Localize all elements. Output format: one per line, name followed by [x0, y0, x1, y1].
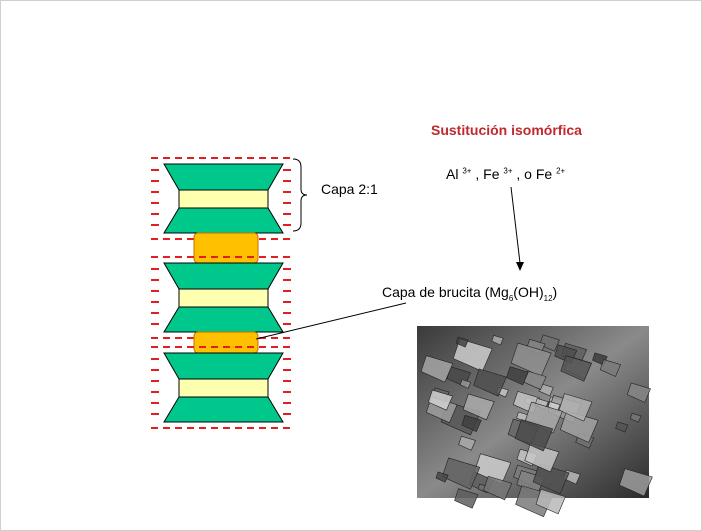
pointer-line — [256, 303, 406, 339]
slide: Sustitución isomórfica Al 3+ , Fe 3+ , o… — [0, 0, 702, 531]
ion: , o Fe — [516, 166, 552, 182]
tetrahedral-sheet — [164, 307, 283, 332]
brucite-label: Capa de brucita (Mg6(OH)12) — [382, 284, 557, 303]
arrow-head — [516, 262, 524, 271]
text: Capa de brucita (Mg — [382, 284, 509, 300]
brace — [293, 159, 307, 231]
brucite-layer — [194, 332, 258, 353]
ion: , Fe — [475, 166, 499, 182]
octahedral-sheet — [179, 190, 268, 208]
tetrahedral-sheet — [164, 263, 283, 289]
charge: 3+ — [462, 166, 471, 175]
tetrahedral-sheet — [164, 164, 283, 190]
diagram — [1, 1, 701, 530]
charge: 3+ — [503, 166, 512, 175]
octahedral-sheet — [179, 289, 268, 307]
substitution: Al 3+ , Fe 3+ , o Fe 2+ — [446, 166, 565, 182]
text: (OH) — [513, 284, 543, 300]
text: ) — [553, 284, 558, 300]
ion: Al — [446, 166, 458, 182]
brucite-layer — [194, 233, 258, 263]
title: Sustitución isomórfica — [431, 122, 582, 138]
tetrahedral-sheet — [164, 353, 283, 379]
layer-stack — [151, 158, 291, 428]
subscript: 12 — [544, 294, 553, 303]
layer-label: Capa 2:1 — [321, 181, 378, 197]
octahedral-sheet — [179, 379, 268, 397]
charge: 2+ — [556, 166, 565, 175]
tetrahedral-sheet — [164, 397, 283, 422]
tetrahedral-sheet — [164, 208, 283, 233]
arrow — [511, 187, 520, 263]
